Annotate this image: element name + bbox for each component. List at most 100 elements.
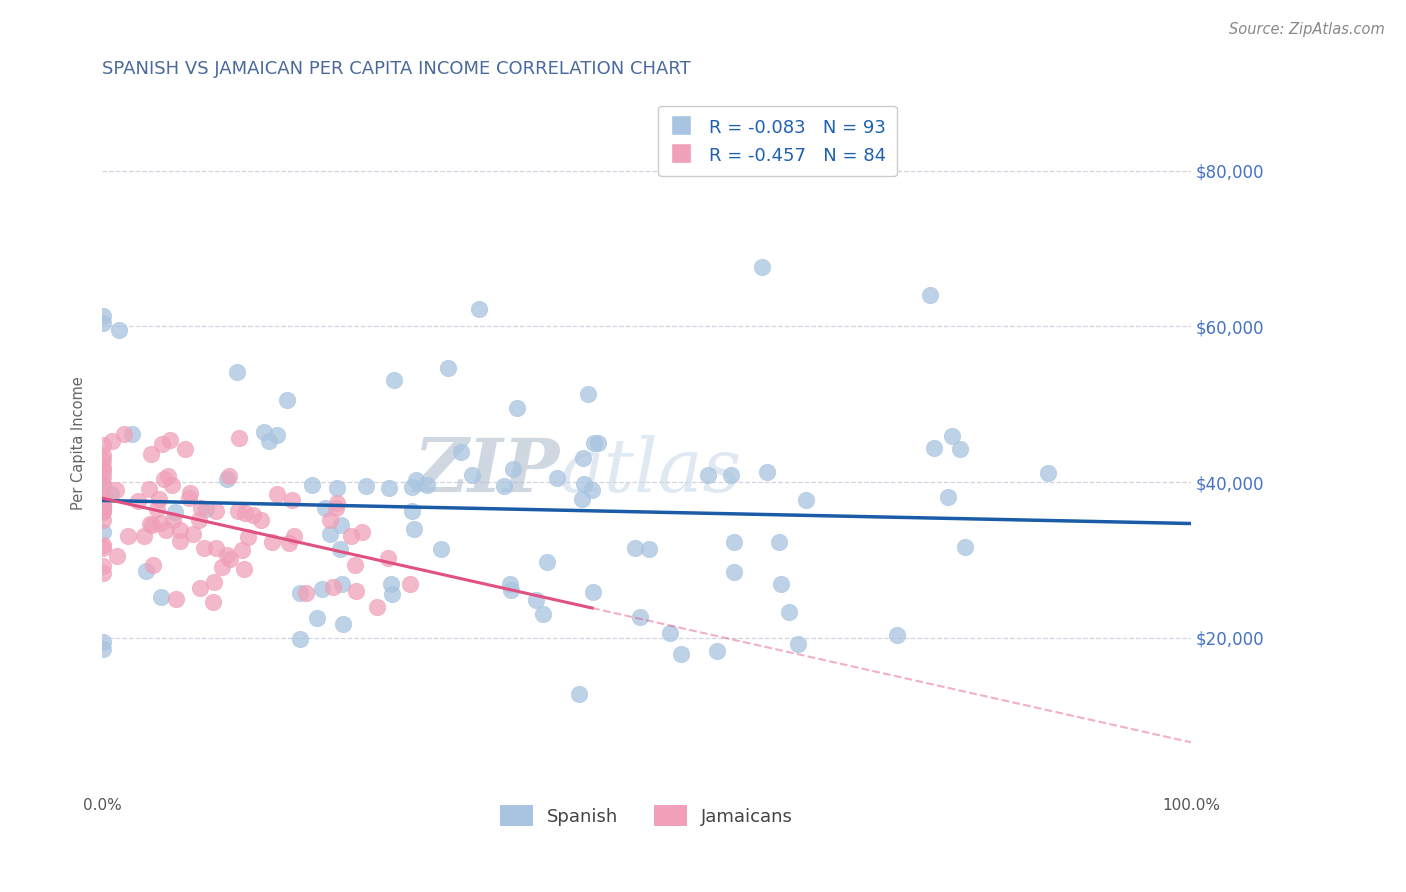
Point [378, 481, 401, 495]
Point [319, 527, 342, 541]
Point [405, 473, 427, 487]
Point [190, 501, 212, 516]
Point [100, 487, 122, 501]
Point [941, 428, 963, 442]
Point [723, 535, 745, 549]
Point [91, 502, 114, 516]
Point [524, 593, 547, 607]
Point [319, 513, 342, 527]
Point [228, 504, 250, 518]
Point [380, 576, 402, 591]
Point [219, 551, 242, 566]
Point [169, 523, 191, 537]
Point [150, 437, 173, 451]
Point [91, 490, 114, 504]
Point [141, 517, 163, 532]
Point [697, 467, 720, 482]
Point [430, 541, 453, 556]
Point [181, 527, 204, 541]
Point [953, 541, 976, 555]
Point [886, 627, 908, 641]
Point [104, 483, 127, 497]
Point [149, 516, 172, 530]
Point [201, 595, 224, 609]
Point [314, 501, 336, 516]
Text: atlas: atlas [560, 435, 741, 508]
Point [786, 637, 808, 651]
Point [91, 478, 114, 492]
Point [91, 502, 114, 516]
Point [91, 470, 114, 484]
Point [330, 517, 353, 532]
Point [165, 592, 187, 607]
Point [91, 504, 114, 518]
Point [628, 610, 651, 624]
Point [146, 501, 169, 516]
Point [922, 441, 945, 455]
Point [91, 558, 114, 573]
Point [138, 517, 160, 532]
Point [325, 496, 347, 510]
Point [582, 585, 605, 599]
Point [404, 522, 426, 536]
Point [278, 536, 301, 550]
Point [398, 577, 420, 591]
Point [121, 427, 143, 442]
Point [343, 558, 366, 573]
Point [581, 483, 603, 498]
Point [169, 534, 191, 549]
Text: ZIP: ZIP [413, 435, 560, 508]
Point [215, 548, 238, 562]
Point [352, 525, 374, 540]
Point [311, 582, 333, 596]
Point [91, 642, 114, 657]
Point [225, 365, 247, 379]
Point [236, 530, 259, 544]
Point [162, 513, 184, 527]
Point [91, 513, 114, 527]
Point [576, 387, 599, 401]
Point [571, 491, 593, 506]
Point [107, 323, 129, 337]
Point [218, 468, 240, 483]
Point [91, 449, 114, 463]
Point [253, 425, 276, 439]
Point [325, 500, 347, 515]
Point [658, 626, 681, 640]
Point [461, 467, 484, 482]
Point [301, 478, 323, 492]
Point [506, 401, 529, 415]
Point [91, 310, 114, 324]
Point [135, 564, 157, 578]
Point [276, 393, 298, 408]
Point [91, 490, 114, 504]
Point [266, 428, 288, 442]
Point [949, 442, 972, 456]
Point [179, 491, 201, 506]
Point [142, 558, 165, 572]
Point [91, 464, 114, 478]
Point [173, 442, 195, 456]
Point [354, 479, 377, 493]
Point [936, 491, 959, 505]
Point [344, 584, 367, 599]
Point [195, 501, 218, 516]
Point [468, 302, 491, 317]
Point [250, 513, 273, 527]
Point [159, 433, 181, 447]
Point [149, 591, 172, 605]
Point [288, 586, 311, 600]
Point [148, 491, 170, 506]
Point [91, 497, 114, 511]
Point [778, 605, 800, 619]
Point [202, 574, 225, 589]
Point [188, 512, 211, 526]
Point [163, 505, 186, 519]
Point [232, 562, 254, 576]
Point [266, 487, 288, 501]
Point [377, 550, 399, 565]
Text: Source: ZipAtlas.com: Source: ZipAtlas.com [1229, 22, 1385, 37]
Point [260, 535, 283, 549]
Point [217, 472, 239, 486]
Legend: Spanish, Jamaicans: Spanish, Jamaicans [494, 798, 800, 833]
